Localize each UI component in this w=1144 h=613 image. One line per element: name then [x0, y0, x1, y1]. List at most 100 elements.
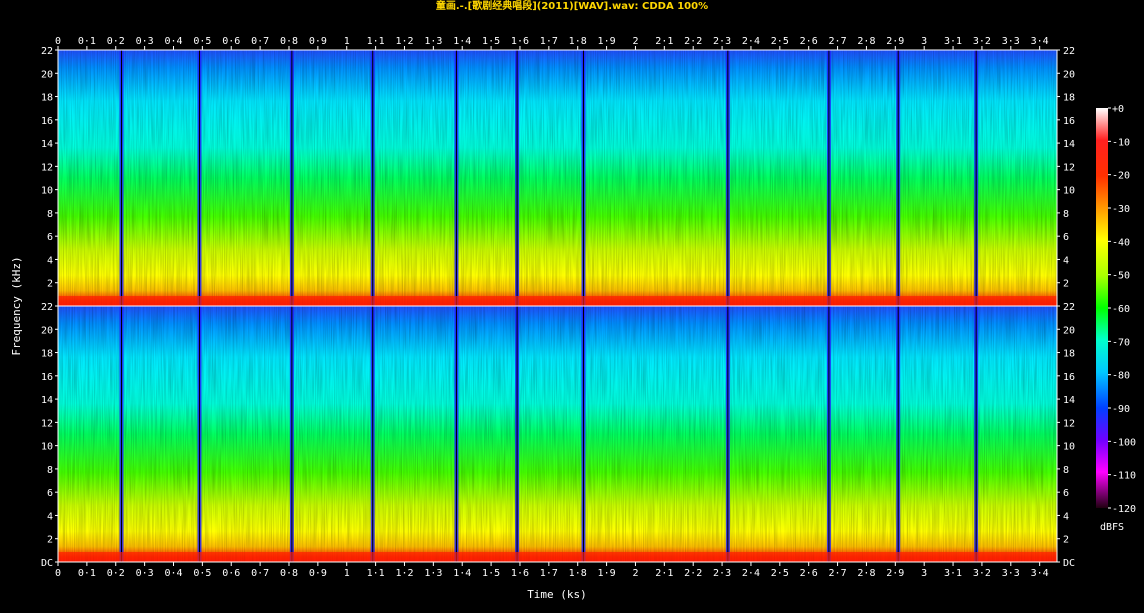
colorbar-tick-label: -100 — [1112, 437, 1136, 448]
x-tick-label-bottom: 2·4 — [742, 568, 760, 579]
colorbar-tick-label: -60 — [1112, 304, 1130, 315]
x-tick-label-top: 0·3 — [136, 36, 154, 47]
x-tick-label-top: 0 — [55, 36, 61, 47]
x-tick-label-top: 3·4 — [1031, 36, 1049, 47]
y-tick-label-left: 12 — [41, 162, 53, 173]
y-tick-label-right: 6 — [1063, 488, 1069, 499]
x-tick-label-bottom: 1 — [344, 568, 350, 579]
x-tick-label-top: 2·7 — [829, 36, 847, 47]
y-tick-label-right: 6 — [1063, 232, 1069, 243]
low-frequency-band — [58, 552, 1057, 562]
track-gap — [897, 50, 899, 306]
x-tick-label-bottom: 2·8 — [857, 568, 875, 579]
x-tick-label-bottom: 1·5 — [482, 568, 500, 579]
y-tick-label-right: 22 — [1063, 46, 1075, 57]
x-tick-label-bottom: 0·9 — [309, 568, 327, 579]
x-tick-label-bottom: 0·1 — [78, 568, 96, 579]
x-tick-label-top: 1·5 — [482, 36, 500, 47]
x-tick-label-top: 1 — [344, 36, 350, 47]
y-tick-label-left: 2 — [47, 279, 53, 290]
y-tick-label-right: 14 — [1063, 139, 1075, 150]
x-tick-label-top: 3·3 — [1002, 36, 1020, 47]
track-gap — [828, 306, 830, 562]
track-gap — [897, 306, 899, 562]
y-tick-label-left: 8 — [47, 209, 53, 220]
x-tick-label-bottom: 0·7 — [251, 568, 269, 579]
y-tick-label-left: 2 — [47, 535, 53, 546]
x-tick-label-top: 2·4 — [742, 36, 760, 47]
x-tick-label-bottom: 2·6 — [800, 568, 818, 579]
x-tick-label-bottom: 2·3 — [713, 568, 731, 579]
channel-1-spectrogram — [58, 50, 1057, 306]
y-tick-label-right: 10 — [1063, 442, 1075, 453]
colorbar-tick-label: -40 — [1112, 237, 1130, 248]
track-gap — [291, 306, 293, 562]
y-tick-label-left: 8 — [47, 465, 53, 476]
y-tick-label-left: 10 — [41, 442, 53, 453]
x-tick-label-bottom: 0·2 — [107, 568, 125, 579]
y-tick-label-left: 4 — [47, 511, 53, 522]
x-tick-label-bottom: 0·3 — [136, 568, 154, 579]
x-tick-label-top: 2 — [632, 36, 638, 47]
y-tick-label-right: 12 — [1063, 162, 1075, 173]
x-tick-label-bottom: 3·4 — [1031, 568, 1049, 579]
x-tick-label-top: 1·7 — [540, 36, 558, 47]
x-tick-label-top: 1·6 — [511, 36, 529, 47]
y-tick-label-right: DC — [1063, 558, 1075, 569]
track-gap — [121, 50, 123, 306]
y-tick-label-left: 22 — [41, 302, 53, 313]
y-tick-label-left: 6 — [47, 488, 53, 499]
x-tick-label-top: 0·7 — [251, 36, 269, 47]
y-tick-label-left: 16 — [41, 372, 53, 383]
track-gap — [198, 306, 200, 562]
x-tick-label-top: 3·1 — [944, 36, 962, 47]
x-tick-label-top: 0·6 — [222, 36, 240, 47]
y-tick-label-right: 18 — [1063, 349, 1075, 360]
y-tick-label-left: 18 — [41, 349, 53, 360]
colorbar-tick-label: -90 — [1112, 404, 1130, 415]
track-gap — [727, 50, 729, 306]
x-tick-label-top: 0·5 — [193, 36, 211, 47]
x-tick-label-bottom: 1·2 — [395, 568, 413, 579]
x-tick-label-top: 3·2 — [973, 36, 991, 47]
track-gap — [975, 306, 977, 562]
track-gap — [727, 306, 729, 562]
track-gap — [975, 50, 977, 306]
y-tick-label-left: DC — [41, 558, 53, 569]
y-tick-label-left: 14 — [41, 139, 53, 150]
y-tick-label-left: 20 — [41, 69, 53, 80]
y-axis-label: Frequency (kHz) — [10, 256, 23, 355]
x-tick-label-top: 1·3 — [424, 36, 442, 47]
y-tick-label-left: 20 — [41, 325, 53, 336]
colorbar-tick-label: +0 — [1112, 104, 1124, 115]
x-tick-label-bottom: 1·9 — [598, 568, 616, 579]
x-tick-label-top: 1·1 — [367, 36, 385, 47]
y-tick-label-left: 22 — [41, 46, 53, 57]
chart-title: 童画.-.[歌剧经典唱段](2011)[WAV].wav: CDDA 100% — [435, 1, 709, 12]
low-frequency-band — [58, 296, 1057, 306]
x-tick-label-top: 2·1 — [655, 36, 673, 47]
spectrogram-panels — [58, 50, 1057, 562]
x-tick-label-bottom: 0·4 — [164, 568, 182, 579]
y-tick-label-left: 10 — [41, 186, 53, 197]
x-tick-label-top: 0·4 — [164, 36, 182, 47]
track-gap — [516, 306, 518, 562]
x-tick-labels: 0 0 0·1 0·1 0·2 0·2 0·3 0·3 0·4 0·4 0·5 0·5 0·6 0·6 0·… — [55, 36, 1049, 579]
x-tick-label-bottom: 3·3 — [1002, 568, 1020, 579]
track-gap — [291, 50, 293, 306]
x-tick-label-top: 0·9 — [309, 36, 327, 47]
x-tick-label-top: 3 — [921, 36, 927, 47]
x-tick-label-top: 0·1 — [78, 36, 96, 47]
x-tick-label-bottom: 2·1 — [655, 568, 673, 579]
track-gap — [582, 306, 584, 562]
track-gap — [198, 50, 200, 306]
x-tick-label-bottom: 2 — [632, 568, 638, 579]
channel-2-spectrogram — [58, 306, 1057, 562]
colorbar-tick-label: -80 — [1112, 371, 1130, 382]
colorbar-label: dBFS — [1100, 522, 1124, 533]
x-tick-label-bottom: 1·8 — [569, 568, 587, 579]
y-tick-label-right: 10 — [1063, 186, 1075, 197]
y-tick-label-left: 14 — [41, 395, 53, 406]
y-tick-label-right: 20 — [1063, 69, 1075, 80]
